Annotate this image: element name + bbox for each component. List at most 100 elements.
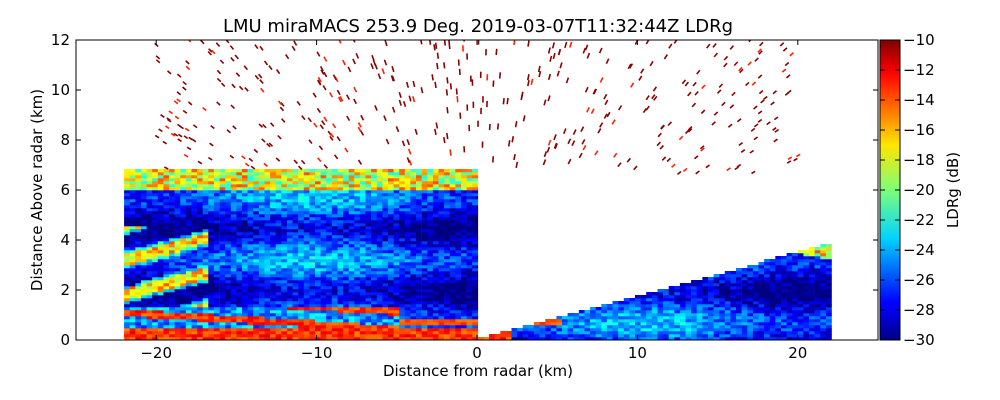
heatmap-cell — [253, 304, 260, 308]
heatmap-cell — [303, 295, 310, 299]
heatmap-cell — [416, 328, 422, 332]
heatmap-cell — [152, 331, 159, 335]
heatmap-cell — [315, 217, 321, 221]
heatmap-cell — [376, 241, 383, 245]
noise-mark — [659, 145, 664, 150]
heatmap-cell — [388, 334, 394, 338]
heatmap-cell — [331, 223, 338, 227]
heatmap-cell — [258, 175, 265, 179]
heatmap-cell — [685, 325, 692, 329]
heatmap-cell — [208, 337, 215, 340]
heatmap-cell — [309, 220, 316, 224]
heatmap-cell — [135, 244, 142, 248]
heatmap-cell — [354, 280, 361, 284]
heatmap-cell — [180, 181, 187, 185]
heatmap-cell — [163, 193, 170, 197]
heatmap-cell — [292, 331, 299, 335]
noise-mark — [186, 146, 192, 151]
heatmap-cell — [141, 196, 147, 200]
noise-mark — [184, 127, 190, 132]
heatmap-cell — [337, 181, 344, 185]
heatmap-cell — [258, 172, 265, 176]
heatmap-cell — [230, 229, 237, 233]
heatmap-cell — [191, 271, 198, 275]
heatmap-cell — [792, 316, 799, 320]
noise-mark — [258, 123, 264, 128]
heatmap-cell — [736, 316, 742, 320]
heatmap-cell — [421, 334, 428, 338]
heatmap-cell — [152, 196, 159, 200]
heatmap-cell — [786, 283, 793, 287]
heatmap-cell — [337, 286, 344, 290]
heatmap-cell — [421, 337, 428, 340]
heatmap-cell — [449, 310, 456, 314]
heatmap-cell — [315, 208, 321, 212]
heatmap-cell — [809, 319, 815, 323]
heatmap-cell — [365, 241, 372, 245]
heatmap-cell — [185, 187, 192, 191]
heatmap-cell — [124, 229, 130, 233]
heatmap-cell — [736, 331, 742, 335]
heatmap-cell — [388, 292, 394, 296]
heatmap-cell — [202, 217, 209, 221]
heatmap-cell — [225, 229, 232, 233]
heatmap-cell — [668, 301, 675, 305]
heatmap-cell — [651, 337, 658, 340]
heatmap-cell — [146, 175, 153, 179]
noise-mark — [329, 132, 335, 138]
heatmap-cell — [286, 175, 293, 179]
heatmap-cell — [752, 265, 759, 269]
heatmap-cell — [129, 298, 136, 302]
heatmap-cell — [146, 304, 153, 308]
heatmap-cell — [213, 331, 220, 335]
heatmap-cell — [298, 235, 305, 239]
heatmap-cell — [286, 217, 293, 221]
heatmap-cell — [303, 328, 310, 332]
noise-mark — [556, 70, 560, 77]
heatmap-cell — [191, 229, 198, 233]
noise-mark — [713, 111, 719, 116]
heatmap-cell — [208, 199, 215, 203]
heatmap-cell — [432, 271, 439, 275]
heatmap-cell — [533, 331, 540, 335]
heatmap-cell — [449, 244, 456, 248]
heatmap-cell — [146, 211, 153, 215]
heatmap-cell — [219, 337, 226, 340]
heatmap-cell — [825, 316, 832, 320]
heatmap-cell — [466, 253, 473, 257]
heatmap-cell — [157, 307, 164, 311]
heatmap-cell — [135, 187, 142, 191]
heatmap-cell — [461, 331, 467, 335]
heatmap-cell — [191, 250, 198, 254]
heatmap-cell — [427, 196, 434, 200]
heatmap-cell — [202, 211, 209, 215]
heatmap-cell — [219, 277, 226, 281]
heatmap-cell — [404, 322, 411, 326]
heatmap-cell — [236, 178, 243, 182]
heatmap-cell — [343, 295, 349, 299]
heatmap-cell — [393, 325, 400, 329]
heatmap-cell — [825, 313, 832, 317]
heatmap-cell — [393, 268, 400, 272]
heatmap-cell — [809, 304, 815, 308]
heatmap-cell — [281, 178, 288, 182]
noise-mark — [693, 155, 699, 160]
heatmap-cell — [242, 313, 248, 317]
heatmap-cell — [320, 325, 327, 329]
heatmap-cell — [225, 268, 232, 272]
noise-mark — [318, 145, 324, 151]
heatmap-cell — [809, 328, 815, 332]
heatmap-cell — [702, 286, 709, 290]
heatmap-cell — [399, 235, 406, 239]
heatmap-cell — [472, 262, 479, 266]
heatmap-cell — [539, 334, 546, 338]
heatmap-cell — [242, 337, 248, 340]
heatmap-cell — [724, 310, 731, 314]
heatmap-cell — [399, 295, 406, 299]
heatmap-cell — [730, 283, 737, 287]
heatmap-cell — [264, 259, 271, 263]
noise-mark — [729, 104, 735, 109]
heatmap-cell — [124, 181, 130, 185]
heatmap-cell — [309, 259, 316, 263]
heatmap-cell — [421, 196, 428, 200]
